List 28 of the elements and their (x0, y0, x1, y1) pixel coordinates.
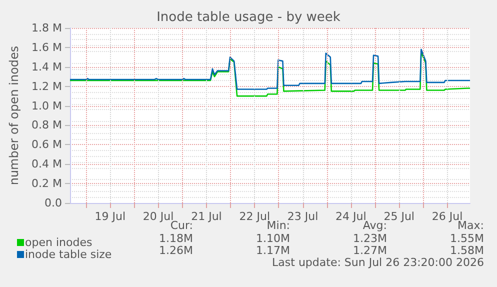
text: Last update: Sun Jul 26 23:20:00 2026 (272, 256, 484, 269)
text: 1.23M (353, 232, 387, 245)
y-tick-label: 0.0 (44, 196, 62, 210)
line-series (69, 52, 471, 97)
x-tick-label: 21 Jul (191, 210, 222, 223)
y-tick-label: 1.2 M (32, 80, 62, 93)
y-tick-label: 1.8 M (32, 22, 62, 34)
line-series (69, 48, 471, 90)
text: 1.27M (353, 244, 387, 257)
text: 1.55M (450, 232, 484, 245)
legend-label: open inodes (25, 236, 92, 249)
y-tick-label: 0.4 M (32, 158, 62, 171)
text: 1.26M (159, 244, 193, 257)
y-axis-title: number of open inodes (7, 46, 21, 186)
text: 1.18M (159, 232, 193, 245)
text: 1.10M (256, 232, 290, 245)
text: 1.58M (450, 244, 484, 257)
y-tick-label: 0.2 M (32, 177, 62, 190)
y-tick-label: 1.4 M (32, 60, 62, 74)
y-tick-label: 1.0 M (32, 99, 62, 112)
x-tick-label: 19 Jul (94, 210, 126, 223)
y-tick-label: 0.6 M (32, 138, 62, 152)
y-tick-label: 1.6 M (32, 40, 62, 54)
chart-title: Inode table usage - by week (156, 10, 341, 25)
legend-label: inode table size (25, 248, 112, 261)
y-tick-label: 0.8 M (32, 118, 62, 132)
x-tick-label: 23 Jul (287, 210, 318, 223)
text: 1.17M (256, 244, 290, 257)
